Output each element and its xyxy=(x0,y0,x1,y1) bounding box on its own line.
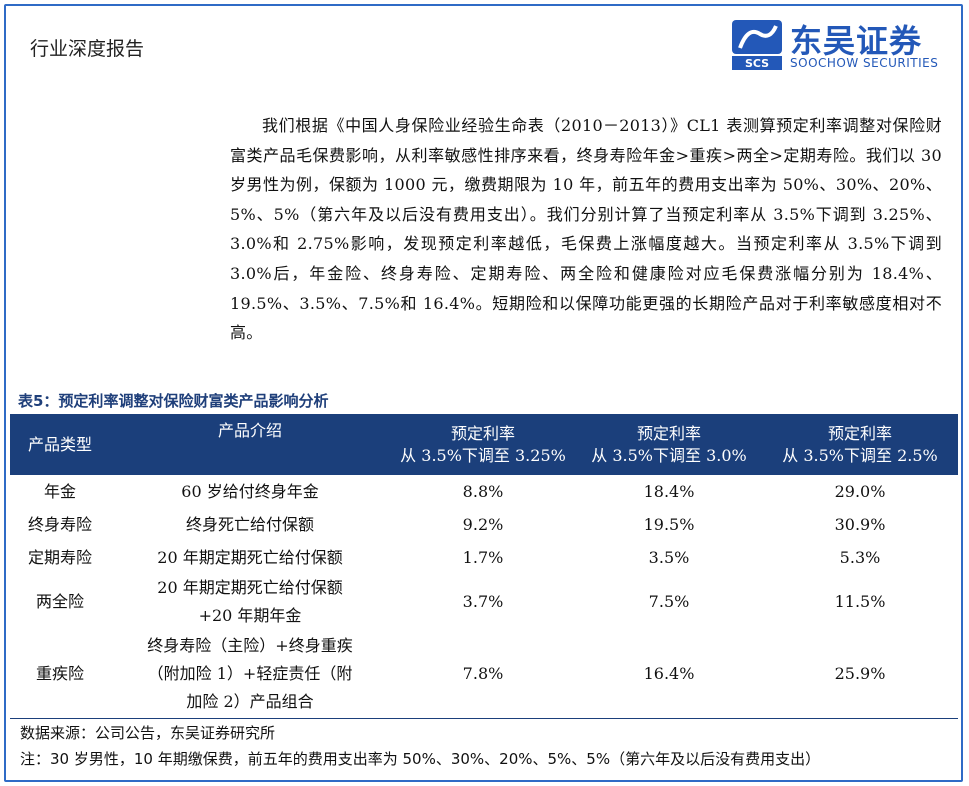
cell-intro: 60 岁给付终身年金 xyxy=(181,481,319,501)
cell-v3: 29.0% xyxy=(834,481,886,501)
logo-chinese-name: 东吴证券 xyxy=(790,22,923,60)
cell-v3: 25.9% xyxy=(762,630,958,719)
cell-v2: 19.5% xyxy=(643,514,695,534)
cell-v3: 11.5% xyxy=(834,592,886,611)
cell-v1: 3.7% xyxy=(462,592,504,611)
header-rate-25: 预定利率从 3.5%下调至 2.5% xyxy=(782,423,938,465)
cell-v1: 7.8% xyxy=(390,630,576,719)
data-source: 数据来源：公司公告，东吴证券研究所 xyxy=(20,724,276,742)
cell-intro: 20 年期定期死亡给付保额 xyxy=(157,547,343,567)
logo-mark-text: SCS xyxy=(745,57,769,70)
header-product-intro: 产品介绍 xyxy=(217,421,282,440)
cell-type: 终身寿险 xyxy=(27,514,92,534)
cell-intro: 终身寿险（主险）+终身重疾 （附加险 1）+轻症责任（附 加险 2）产品组合 xyxy=(110,630,390,719)
cell-v1: 9.2% xyxy=(462,514,504,534)
body-paragraph: 我们根据《中国人身保险业经验生命表（2010－2013）》CL1 表测算预定利率… xyxy=(230,116,942,343)
header-rate-325: 预定利率从 3.5%下调至 3.25% xyxy=(400,423,566,465)
cell-v2: 7.5% xyxy=(648,592,690,611)
cell-intro: 终身死亡给付保额 xyxy=(185,514,314,534)
cell-type: 定期寿险 xyxy=(27,547,92,567)
cell-type: 两全险 xyxy=(35,592,84,611)
scs-logo-icon: SCS xyxy=(732,20,782,70)
cell-intro: 20 年期定期死亡给付保额 +20 年期年金 xyxy=(157,578,343,625)
cell-v2: 16.4% xyxy=(576,630,762,719)
table-caption: 表5：预定利率调整对保险财富类产品影响分析 xyxy=(18,392,329,410)
table-row: 定期寿险 20 年期定期死亡给付保额 1.7% 3.5% 5.3% xyxy=(10,541,958,574)
cell-v3: 30.9% xyxy=(834,514,886,534)
table-note: 注：30 岁男性，10 年期缴保费，前五年的费用支出率为 50%、30%、20%… xyxy=(20,750,821,768)
header-rate-30: 预定利率从 3.5%下调至 3.0% xyxy=(591,423,747,465)
cell-v2: 18.4% xyxy=(643,481,695,501)
table-row: 年金 60 岁给付终身年金 8.8% 18.4% 29.0% xyxy=(10,475,958,508)
cell-type: 年金 xyxy=(43,481,76,501)
cell-v2: 3.5% xyxy=(648,547,690,567)
cell-v1: 1.7% xyxy=(462,547,504,567)
company-logo: SCS 东吴证券 SOOCHOW SECURITIES xyxy=(730,16,952,72)
cell-v3: 5.3% xyxy=(839,547,881,567)
table-row: 终身寿险 终身死亡给付保额 9.2% 19.5% 30.9% xyxy=(10,508,958,541)
table-row: 两全险 20 年期定期死亡给付保额 +20 年期年金 3.7% 7.5% 11.5… xyxy=(10,574,958,630)
page-border xyxy=(4,4,963,782)
header-product-type: 产品类型 xyxy=(27,434,92,454)
report-type-label: 行业深度报告 xyxy=(30,38,145,60)
table-header-row: 产品类型 产品介绍 预定利率从 3.5%下调至 3.25% 预定利率从 3.5%… xyxy=(10,414,958,475)
cell-type: 重疾险 xyxy=(10,630,110,719)
table-row: 重疾险 终身寿险（主险）+终身重疾 （附加险 1）+轻症责任（附 加险 2）产品组合… xyxy=(10,630,958,719)
logo-english-name: SOOCHOW SECURITIES xyxy=(790,56,939,70)
cell-v1: 8.8% xyxy=(462,481,504,501)
rate-impact-table: 产品类型 产品介绍 预定利率从 3.5%下调至 3.25% 预定利率从 3.5%… xyxy=(10,414,958,719)
